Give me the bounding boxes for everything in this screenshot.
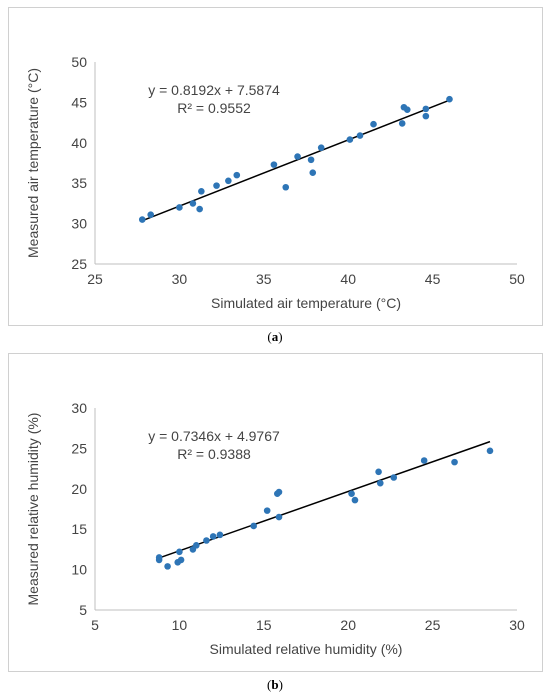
x-tick-label: 30 — [509, 617, 525, 633]
data-point — [233, 171, 241, 179]
y-axis-title: Measured relative humidity (%) — [25, 413, 41, 606]
data-point — [451, 458, 458, 466]
y-tick-label: 15 — [71, 521, 87, 537]
data-point — [309, 169, 317, 176]
data-point — [422, 112, 430, 120]
data-point — [209, 533, 217, 540]
x-tick-label: 15 — [256, 617, 272, 633]
data-point — [446, 95, 453, 103]
y-tick-label: 25 — [71, 440, 87, 456]
data-point — [192, 542, 200, 549]
y-tick-label: 35 — [71, 175, 87, 191]
y-axis-title: Measured air temperature (°C) — [25, 68, 41, 258]
x-tick-label: 25 — [87, 271, 103, 287]
y-tick-label: 50 — [71, 54, 87, 70]
data-point — [307, 156, 315, 164]
y-tick-label: 25 — [71, 256, 87, 272]
r-squared-label: R² = 0.9388 — [177, 446, 251, 462]
data-point — [147, 211, 155, 219]
y-tick-label: 20 — [71, 481, 87, 497]
data-point — [196, 205, 203, 213]
data-point — [216, 531, 224, 539]
data-point — [198, 187, 205, 195]
data-point — [203, 537, 210, 544]
data-point — [213, 182, 220, 189]
data-point — [164, 563, 171, 570]
data-point — [138, 216, 146, 223]
x-axis-title: Simulated air temperature (°C) — [211, 295, 401, 311]
data-point — [420, 457, 428, 464]
data-point — [263, 507, 271, 514]
data-point — [422, 105, 430, 113]
data-point — [375, 468, 382, 476]
data-point — [317, 144, 325, 151]
data-point — [376, 479, 384, 487]
chart-panel-b: 5 10 15 20 25 30 5 10 15 20 25 30 Simulated relative… — [8, 353, 543, 672]
data-point — [275, 488, 283, 496]
data-point — [403, 106, 411, 113]
data-point — [270, 161, 278, 168]
data-point — [486, 447, 494, 455]
data-point — [189, 200, 197, 207]
x-tick-label: 40 — [340, 271, 356, 287]
caption-b: (b) — [267, 677, 283, 692]
y-tick-label: 5 — [79, 602, 87, 618]
data-point — [356, 132, 364, 139]
x-tick-label: 20 — [340, 617, 356, 633]
data-point — [176, 548, 183, 556]
data-point — [155, 554, 163, 561]
scatter-chart-air-temperature: 25 30 35 40 45 50 25 30 35 40 45 50 Simulated air te… — [25, 54, 525, 311]
data-point — [370, 120, 377, 128]
x-tick-label: 45 — [425, 271, 441, 287]
r-squared-label: R² = 0.9552 — [177, 100, 251, 116]
data-point — [176, 204, 183, 211]
data-point — [294, 153, 301, 160]
trendline-equation: y = 0.7346x + 4.9767 — [148, 428, 280, 444]
data-point — [282, 183, 290, 191]
x-tick-label: 30 — [172, 271, 188, 287]
trendline-equation: y = 0.8192x + 7.5874 — [148, 82, 280, 98]
data-point — [398, 120, 406, 127]
y-tick-label: 40 — [71, 135, 87, 151]
data-point — [351, 496, 359, 504]
data-point — [390, 474, 398, 481]
y-tick-label: 45 — [71, 94, 87, 110]
y-tick-label: 10 — [71, 562, 87, 578]
data-point — [225, 177, 232, 185]
x-tick-label: 35 — [256, 271, 272, 287]
x-tick-label: 25 — [425, 617, 441, 633]
x-tick-label: 10 — [172, 617, 188, 633]
data-point — [250, 522, 257, 530]
y-tick-label: 30 — [71, 216, 87, 232]
data-point — [177, 556, 185, 564]
scatter-chart-relative-humidity: 5 10 15 20 25 30 5 10 15 20 25 30 Simulated relative… — [25, 400, 525, 657]
caption-a: (a) — [267, 329, 283, 344]
chart-panel-a: 25 30 35 40 45 50 25 30 35 40 45 50 Simulated air te… — [8, 7, 543, 326]
trendline — [141, 99, 450, 222]
data-point — [275, 513, 283, 521]
data-point — [346, 136, 354, 143]
x-tick-label: 5 — [91, 617, 99, 633]
x-tick-label: 50 — [509, 271, 525, 287]
x-axis-title: Simulated relative humidity (%) — [210, 641, 403, 657]
y-tick-label: 30 — [71, 400, 87, 416]
data-point — [348, 490, 355, 497]
